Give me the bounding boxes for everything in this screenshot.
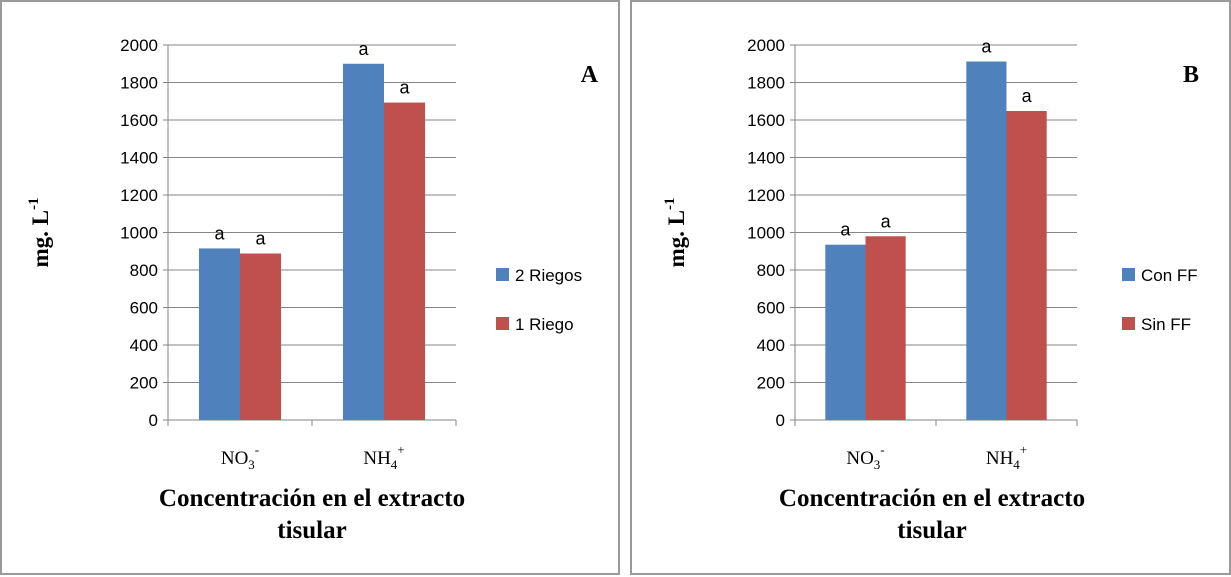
data-label: a [1022, 86, 1033, 106]
y-tick-label: 200 [130, 374, 158, 393]
legend-label: Sin FF [1141, 315, 1191, 334]
y-tick-label: 0 [776, 411, 785, 430]
data-label: a [214, 223, 225, 243]
bar-sin-ff-1 [1006, 111, 1047, 420]
legend-swatch [496, 317, 509, 330]
bar-1-riego-0 [240, 253, 282, 420]
bar-con-ff-0 [825, 244, 866, 420]
legend-label: Con FF [1141, 266, 1198, 285]
bar-2-riegos-1 [342, 63, 384, 420]
x-axis-title-line: tisular [897, 517, 966, 544]
chart-panel-b: 0 200 400 600 800 1000 1200 1400 1600 1800 2000 a a N… [630, 0, 1231, 575]
chart-svg-b: 0 200 400 600 800 1000 1200 1400 1600 1800 2000 a a N… [662, 36, 1199, 544]
y-tick-label: 1800 [747, 74, 785, 93]
y-axis-title: mg. L-1 [26, 198, 53, 268]
y-tick-label: 1800 [120, 74, 158, 93]
x-tick-label: NH4+ [986, 442, 1027, 472]
y-tick-label: 0 [149, 411, 158, 430]
data-label: a [256, 229, 267, 249]
data-label: a [840, 220, 851, 240]
y-tick-label: 800 [130, 261, 158, 280]
x-axis-title-line: Concentración en el extracto [159, 485, 465, 512]
y-tick-label: 600 [757, 299, 785, 318]
y-tick-label: 2000 [120, 36, 158, 55]
chart-svg-a: 0 200 400 600 800 1000 1200 1400 1600 1800 2000 a a N… [26, 36, 599, 544]
legend-swatch [1122, 268, 1135, 281]
y-axis-title: mg. L-1 [662, 198, 689, 268]
data-label: a [358, 39, 369, 59]
y-tick-label: 2000 [747, 36, 785, 55]
bar-con-ff-1 [966, 61, 1007, 420]
x-tick-label: NO3- [221, 442, 259, 472]
y-tick-label: 1200 [747, 186, 785, 205]
y-tick-label: 200 [757, 374, 785, 393]
y-tick-label: 400 [130, 336, 158, 355]
data-label: a [400, 78, 411, 98]
y-tick-label: 1600 [120, 111, 158, 130]
legend-label: 1 Riego [515, 315, 574, 334]
legend-label: 2 Riegos [515, 266, 582, 285]
x-tick-label: NO3- [846, 442, 884, 472]
chart-panel-a: 0 200 400 600 800 1000 1200 1400 1600 1800 2000 a a N… [0, 0, 620, 575]
panel-label: A [581, 62, 599, 88]
bar-2-riegos-0 [198, 248, 240, 420]
bar-1-riego-1 [384, 102, 426, 420]
y-tick-label: 1400 [120, 149, 158, 168]
bar-sin-ff-0 [865, 236, 906, 420]
y-tick-label: 1000 [120, 224, 158, 243]
y-tick-label: 1600 [747, 111, 785, 130]
data-label: a [881, 211, 892, 231]
y-tick-label: 1000 [747, 224, 785, 243]
x-tick-label: NH4+ [363, 442, 404, 472]
x-axis-title-line: Concentración en el extracto [779, 485, 1085, 512]
panel-label: B [1183, 62, 1199, 88]
y-tick-label: 1400 [747, 149, 785, 168]
y-tick-label: 600 [130, 299, 158, 318]
y-tick-label: 800 [757, 261, 785, 280]
data-label: a [981, 37, 992, 57]
y-tick-label: 1200 [120, 186, 158, 205]
y-tick-label: 400 [757, 336, 785, 355]
x-axis-title-line: tisular [277, 517, 346, 544]
legend-swatch [496, 268, 509, 281]
legend-swatch [1122, 317, 1135, 330]
